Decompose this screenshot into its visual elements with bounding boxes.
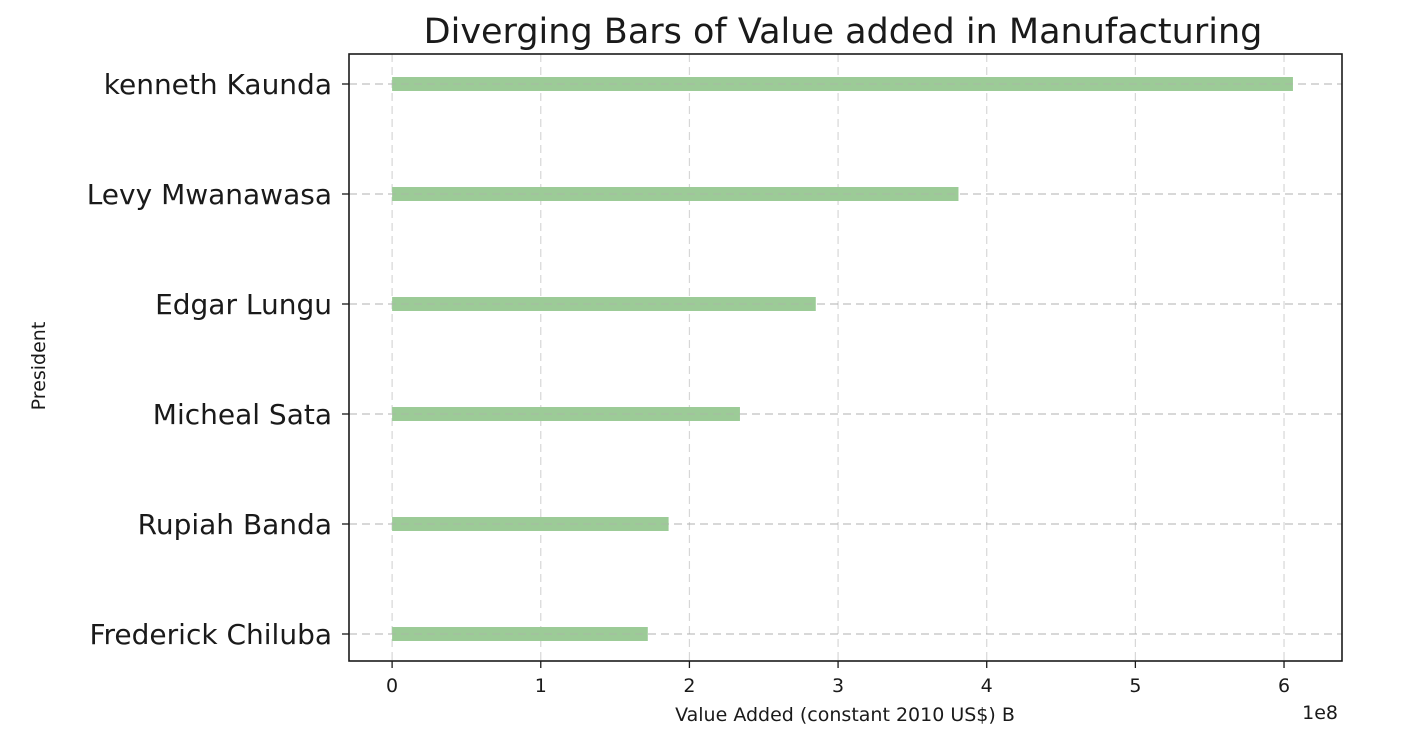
y-axis-label: President <box>28 322 50 411</box>
chart-title: Diverging Bars of Value added in Manufac… <box>424 12 1263 52</box>
bar-micheal-sata <box>392 407 740 421</box>
y-tick-label: kenneth Kaunda <box>104 68 332 101</box>
x-tick-label: 1 <box>535 675 547 697</box>
x-tick-label: 5 <box>1129 675 1141 697</box>
ticks-layer <box>342 83 1285 668</box>
grid-overlay <box>349 83 1342 635</box>
x-tick-label: 3 <box>832 675 844 697</box>
y-tick-label: Frederick Chiluba <box>89 618 332 651</box>
y-tick-labels: kenneth Kaunda Levy Mwanawasa Edgar Lungu M… <box>87 68 332 651</box>
y-tick-label: Micheal Sata <box>153 398 332 431</box>
y-tick-label: Levy Mwanawasa <box>87 178 332 211</box>
bar-kenneth-kaunda <box>392 77 1293 91</box>
y-tick-label: Rupiah Banda <box>138 508 332 541</box>
x-tick-label: 2 <box>683 675 695 697</box>
x-tick-label: 4 <box>981 675 993 697</box>
x-axis-label: Value Added (constant 2010 US$) B <box>675 704 1015 726</box>
x-tick-label: 0 <box>386 675 398 697</box>
plot-frame <box>348 53 1343 662</box>
grid-layer <box>349 54 1342 661</box>
x-tick-label: 6 <box>1278 675 1290 697</box>
bars-layer <box>392 77 1293 641</box>
x-tick-labels: 0 1 2 3 4 5 6 <box>386 675 1290 697</box>
bar-rupiah-banda <box>392 517 669 531</box>
x-offset-label: 1e8 <box>1302 702 1338 724</box>
y-tick-label: Edgar Lungu <box>155 288 332 321</box>
